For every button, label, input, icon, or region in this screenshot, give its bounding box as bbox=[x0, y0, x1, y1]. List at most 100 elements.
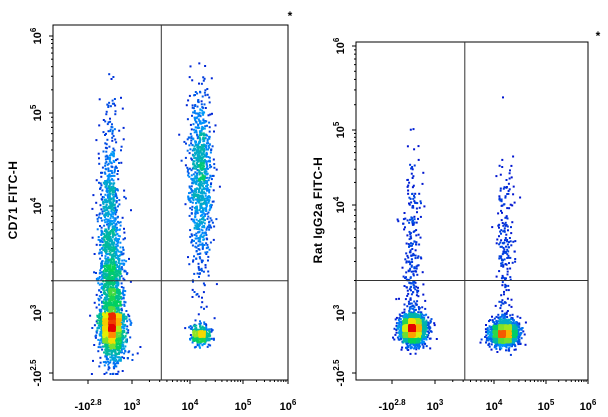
event-dot bbox=[508, 177, 511, 180]
event-dot bbox=[488, 345, 491, 348]
event-dot bbox=[485, 334, 488, 337]
event-dot bbox=[413, 164, 416, 167]
event-dot bbox=[100, 328, 103, 331]
event-dot bbox=[116, 312, 119, 315]
event-dot bbox=[112, 204, 115, 207]
event-dot bbox=[108, 246, 111, 249]
event-dot bbox=[115, 260, 118, 263]
event-dot bbox=[123, 231, 126, 234]
event-dot bbox=[403, 212, 406, 214]
event-dot bbox=[203, 198, 206, 201]
event-dot bbox=[209, 164, 211, 166]
event-dot bbox=[201, 106, 204, 109]
event-dot bbox=[109, 264, 112, 267]
event-dot bbox=[412, 184, 415, 187]
event-dot bbox=[119, 333, 122, 336]
event-dot bbox=[194, 245, 197, 248]
event-dot bbox=[188, 76, 191, 79]
event-dot bbox=[200, 103, 203, 106]
event-dot bbox=[494, 343, 497, 346]
event-dot bbox=[204, 120, 207, 122]
event-dot bbox=[119, 304, 122, 307]
event-dot bbox=[117, 341, 120, 344]
event-dot bbox=[110, 356, 113, 359]
event-dot bbox=[106, 281, 109, 284]
event-dot bbox=[206, 335, 209, 338]
event-dot bbox=[112, 316, 115, 319]
event-dot bbox=[95, 272, 97, 274]
event-dot bbox=[509, 240, 512, 243]
event-dot bbox=[116, 315, 119, 318]
event-dot bbox=[191, 239, 194, 242]
event-dot bbox=[113, 161, 116, 163]
event-dot bbox=[98, 303, 101, 306]
event-dot bbox=[201, 296, 203, 299]
event-dot bbox=[507, 229, 509, 232]
event-dot bbox=[203, 323, 206, 325]
y-tick-label: -102.5 bbox=[29, 359, 44, 387]
event-dot bbox=[212, 338, 215, 341]
event-dot bbox=[109, 117, 111, 120]
event-dot bbox=[201, 182, 204, 185]
event-dot bbox=[198, 62, 201, 65]
event-dot bbox=[128, 318, 131, 321]
event-dot bbox=[524, 343, 527, 346]
event-dot bbox=[503, 315, 506, 318]
event-dot bbox=[118, 313, 121, 316]
event-dot bbox=[485, 324, 487, 326]
event-dot bbox=[189, 334, 192, 336]
event-dot bbox=[193, 227, 196, 230]
event-dot bbox=[95, 334, 98, 337]
event-dot bbox=[189, 229, 192, 232]
event-dot bbox=[124, 323, 127, 326]
event-dot bbox=[195, 218, 198, 221]
event-dot bbox=[405, 252, 408, 255]
event-dot bbox=[124, 290, 127, 293]
event-dot bbox=[111, 346, 114, 349]
event-dot bbox=[506, 257, 509, 259]
event-dot bbox=[118, 129, 121, 132]
event-dot bbox=[424, 307, 427, 310]
event-dot bbox=[109, 314, 112, 317]
event-dot bbox=[106, 288, 109, 290]
event-dot bbox=[498, 198, 501, 201]
event-dot bbox=[121, 319, 124, 322]
event-dot bbox=[190, 185, 193, 188]
event-dot bbox=[424, 299, 427, 302]
event-dot bbox=[193, 196, 196, 199]
event-dot bbox=[199, 340, 202, 343]
event-dot bbox=[194, 181, 197, 184]
event-dot bbox=[102, 345, 105, 348]
event-dot bbox=[205, 205, 208, 208]
event-dot bbox=[203, 215, 206, 217]
event-dot bbox=[110, 341, 113, 344]
event-dot bbox=[126, 357, 129, 359]
event-dot bbox=[108, 186, 110, 188]
event-dot bbox=[118, 352, 120, 355]
event-dot bbox=[116, 360, 119, 363]
event-dot bbox=[107, 193, 110, 196]
event-dot bbox=[192, 331, 195, 334]
event-dot bbox=[183, 140, 186, 143]
event-dot bbox=[509, 267, 512, 270]
event-dot bbox=[103, 351, 106, 354]
event-dot bbox=[506, 207, 509, 210]
event-dot bbox=[108, 244, 111, 247]
event-dot bbox=[398, 297, 400, 300]
event-dot bbox=[395, 298, 398, 301]
event-dot bbox=[193, 160, 196, 163]
event-dot bbox=[199, 171, 202, 174]
event-dot bbox=[112, 301, 115, 304]
event-dot bbox=[126, 325, 129, 328]
event-dot bbox=[109, 349, 112, 352]
event-dot bbox=[99, 271, 102, 274]
event-dot bbox=[194, 209, 197, 212]
event-dot bbox=[122, 238, 125, 241]
event-dot bbox=[197, 267, 200, 270]
event-dot bbox=[100, 314, 103, 317]
event-dot bbox=[122, 323, 125, 326]
event-dot bbox=[101, 341, 104, 344]
event-dot bbox=[205, 227, 208, 230]
event-dot bbox=[500, 198, 503, 201]
event-dot bbox=[116, 356, 119, 359]
